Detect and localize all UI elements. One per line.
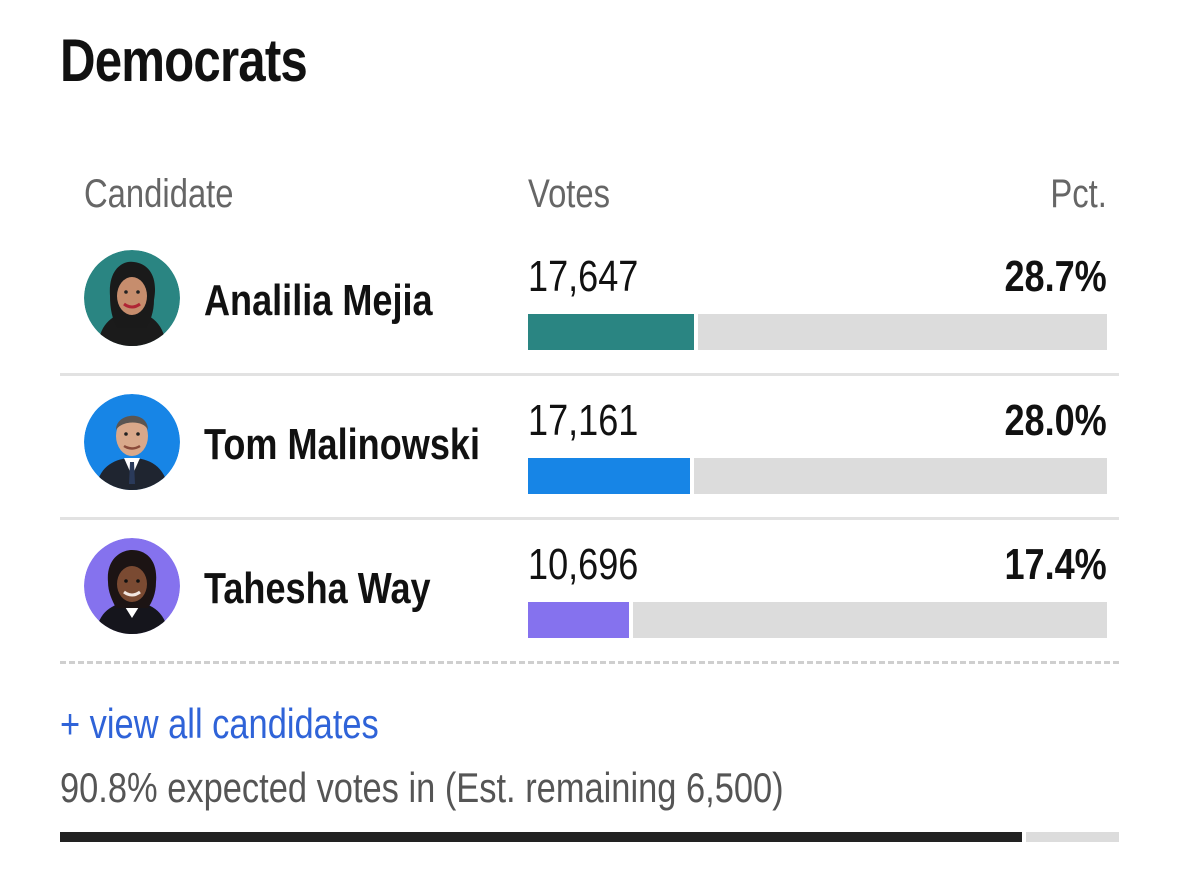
candidate-name: Analilia Mejia	[204, 276, 483, 326]
vote-bar-fill	[528, 314, 699, 350]
view-all-candidates-link[interactable]: + view all candidates	[60, 700, 449, 748]
row-divider	[60, 373, 1119, 376]
candidate-name-text: Tom Malinowski	[204, 420, 480, 469]
candidate-pct: 17.4%	[982, 540, 1107, 590]
candidate-row: Analilia Mejia 17,647 28.7%	[60, 232, 1119, 376]
expected-votes-text: 90.8% expected votes in (Est. remaining …	[60, 764, 784, 811]
person-photo-icon	[84, 538, 180, 634]
person-photo-icon	[84, 394, 180, 490]
candidate-pct-text: 28.7%	[1004, 252, 1107, 301]
candidate-name-text: Tahesha Way	[204, 564, 431, 613]
vote-bar-track	[528, 458, 1107, 494]
column-header-candidate-label: Candidate	[84, 172, 234, 216]
candidate-votes: 17,161	[528, 396, 663, 446]
view-all-candidates-label: + view all candidates	[60, 700, 379, 747]
section-title: Democrats	[60, 26, 361, 95]
column-header-pct: Pct.	[1038, 172, 1107, 217]
column-header-votes-label: Votes	[528, 172, 611, 216]
candidate-name: Tahesha Way	[204, 564, 480, 614]
vote-bar-fill	[528, 458, 695, 494]
expected-votes-progress	[60, 832, 1119, 842]
column-header-pct-label: Pct.	[1050, 172, 1107, 216]
candidate-votes: 17,647	[528, 252, 663, 302]
candidate-votes-text: 17,647	[528, 252, 639, 301]
expected-votes-progress-fill	[60, 832, 1026, 842]
candidate-pct: 28.0%	[982, 396, 1107, 446]
row-divider	[60, 517, 1119, 520]
candidate-pct: 28.7%	[982, 252, 1107, 302]
candidate-avatar	[84, 394, 180, 490]
candidate-votes-text: 17,161	[528, 396, 639, 445]
candidate-name-text: Analilia Mejia	[204, 276, 433, 325]
candidate-votes-text: 10,696	[528, 540, 639, 589]
section-title-text: Democrats	[60, 27, 308, 94]
candidate-pct-text: 28.0%	[1004, 396, 1107, 445]
candidate-avatar	[84, 250, 180, 346]
candidate-avatar	[84, 538, 180, 634]
candidate-row: Tahesha Way 10,696 17.4%	[60, 520, 1119, 664]
vote-bar-track	[528, 314, 1107, 350]
expected-votes-status: 90.8% expected votes in (Est. remaining …	[60, 764, 943, 812]
candidate-pct-text: 17.4%	[1004, 540, 1107, 589]
column-header-candidate: Candidate	[84, 172, 266, 217]
vote-bar-track	[528, 602, 1107, 638]
candidate-name: Tom Malinowski	[204, 420, 541, 470]
candidate-row: Tom Malinowski 17,161 28.0%	[60, 376, 1119, 520]
person-photo-icon	[84, 250, 180, 346]
vote-bar-fill	[528, 602, 633, 638]
row-divider	[60, 661, 1119, 664]
column-header-votes: Votes	[528, 172, 628, 217]
candidate-votes: 10,696	[528, 540, 663, 590]
